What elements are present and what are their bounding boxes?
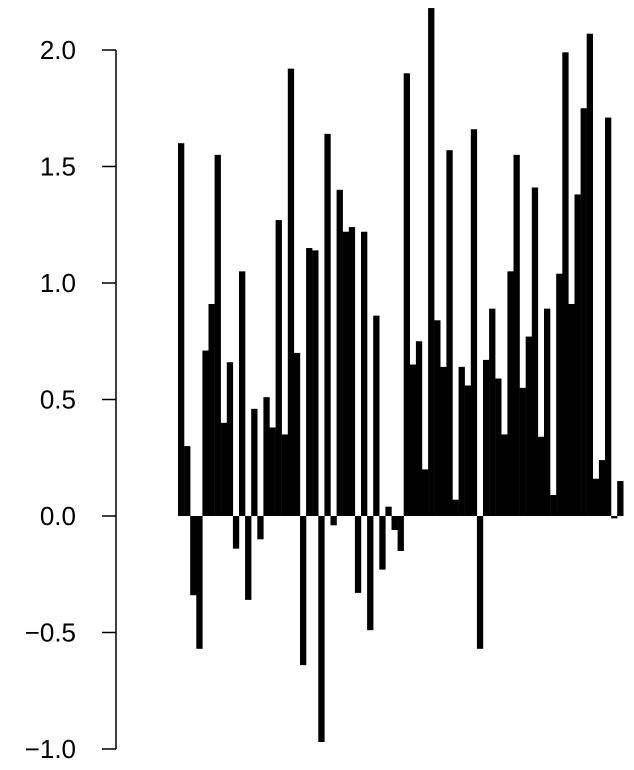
y-tick-label: 0.0 bbox=[40, 501, 76, 531]
bar bbox=[397, 516, 404, 551]
bar bbox=[592, 478, 600, 516]
bar bbox=[586, 33, 593, 516]
bar bbox=[519, 387, 526, 516]
bar bbox=[605, 117, 612, 516]
bar bbox=[513, 154, 520, 516]
bar bbox=[361, 231, 368, 517]
bar bbox=[483, 359, 490, 516]
bar bbox=[434, 320, 441, 516]
bar bbox=[464, 385, 471, 516]
bars bbox=[178, 8, 624, 743]
bar bbox=[190, 516, 197, 596]
bar bbox=[214, 154, 221, 516]
bar bbox=[385, 506, 392, 516]
bar bbox=[269, 427, 276, 516]
bar bbox=[373, 315, 380, 516]
bar bbox=[348, 227, 356, 516]
y-axis: −1.0 −0.5 0.0 0.5 1.0 1.5 2.0 bbox=[25, 35, 117, 764]
bar bbox=[507, 271, 514, 516]
y-tick-label: −1.0 bbox=[25, 734, 76, 764]
bar bbox=[226, 362, 234, 516]
bar bbox=[312, 250, 319, 516]
bar bbox=[537, 436, 545, 516]
y-tick-label: 1.5 bbox=[40, 152, 76, 182]
bar bbox=[562, 52, 569, 516]
bar bbox=[489, 308, 496, 516]
bar bbox=[476, 516, 484, 649]
bar bbox=[611, 516, 618, 519]
bar bbox=[281, 434, 288, 516]
bar bbox=[184, 446, 191, 516]
bar bbox=[251, 408, 258, 516]
y-tick-label: 0.5 bbox=[40, 385, 76, 415]
bar bbox=[501, 434, 508, 516]
bar bbox=[202, 350, 209, 516]
bar bbox=[440, 366, 447, 516]
bar bbox=[617, 481, 624, 516]
bar bbox=[452, 499, 459, 516]
bar bbox=[409, 364, 417, 516]
bar bbox=[330, 516, 337, 526]
bar bbox=[428, 8, 435, 517]
bar bbox=[196, 516, 203, 649]
bar bbox=[257, 516, 264, 540]
bar bbox=[525, 336, 532, 516]
bar bbox=[556, 273, 563, 516]
bar bbox=[306, 248, 313, 517]
bar bbox=[598, 460, 606, 516]
bar bbox=[367, 516, 374, 631]
bar bbox=[354, 516, 362, 593]
bar bbox=[574, 194, 581, 516]
bar bbox=[263, 397, 270, 516]
bar bbox=[232, 516, 240, 549]
bar bbox=[446, 150, 453, 516]
bar bbox=[531, 187, 539, 516]
bar bbox=[415, 341, 423, 516]
bar bbox=[544, 308, 551, 516]
y-tick-label: 2.0 bbox=[40, 35, 76, 65]
bar bbox=[324, 133, 331, 516]
bar bbox=[342, 231, 349, 517]
bar bbox=[422, 469, 429, 516]
bar bbox=[379, 516, 386, 570]
bar bbox=[300, 516, 307, 666]
bar bbox=[336, 189, 343, 517]
bar bbox=[495, 378, 502, 516]
bar bbox=[245, 516, 252, 600]
bar bbox=[470, 129, 478, 516]
bar bbox=[568, 303, 575, 516]
bar bbox=[275, 220, 282, 516]
bar bbox=[287, 68, 295, 516]
bar bbox=[178, 143, 185, 516]
bar bbox=[239, 271, 246, 516]
bar bbox=[318, 516, 325, 743]
bar bbox=[391, 516, 398, 530]
bar bbox=[580, 108, 587, 516]
bar bbox=[458, 366, 465, 516]
y-tick-label: 1.0 bbox=[40, 268, 76, 298]
y-tick-label: −0.5 bbox=[25, 618, 76, 648]
bar bbox=[550, 495, 557, 516]
bar bbox=[220, 422, 227, 516]
bar bbox=[293, 352, 301, 516]
bar bbox=[208, 303, 215, 516]
bar bbox=[403, 73, 410, 517]
